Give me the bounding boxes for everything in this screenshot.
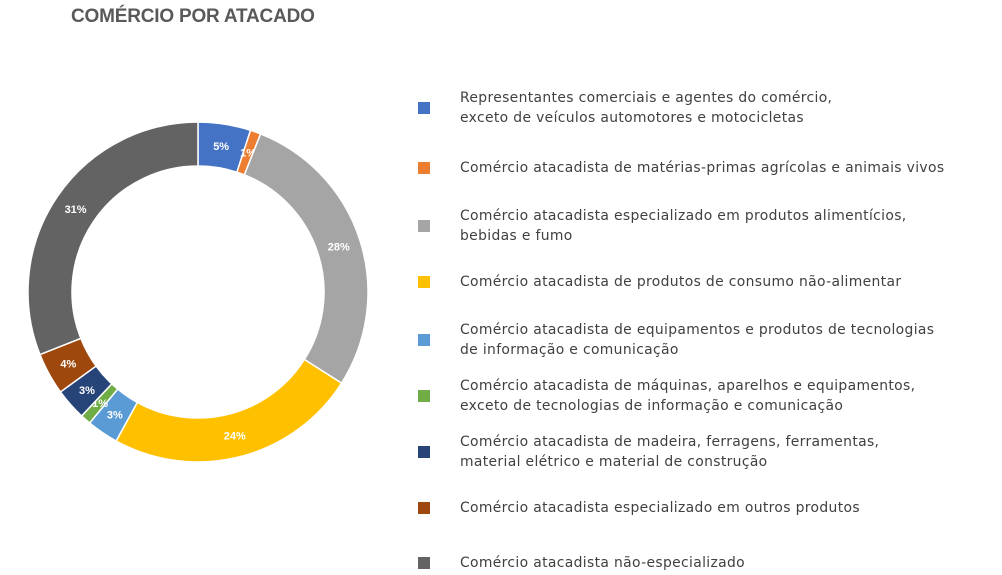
legend-swatch	[418, 390, 430, 402]
legend-label: Comércio atacadista de madeira, ferragen…	[460, 434, 880, 470]
legend-item: Comércio atacadista de produtos de consu…	[418, 272, 901, 292]
slice-data-label: 24%	[224, 430, 246, 442]
slice-data-label: 28%	[328, 241, 350, 253]
slice-data-label: 3%	[79, 385, 95, 397]
legend-swatch	[418, 102, 430, 114]
legend-item: Comércio atacadista especializado em out…	[418, 498, 860, 518]
legend-item: Comércio atacadista não-especializado	[418, 553, 745, 573]
chart-title: COMÉRCIO POR ATACADO	[71, 6, 315, 27]
legend-swatch	[418, 502, 430, 514]
legend-swatch	[418, 162, 430, 174]
legend-swatch	[418, 334, 430, 346]
legend-swatch	[418, 276, 430, 288]
legend-swatch	[418, 446, 430, 458]
legend-label: Comércio atacadista de equipamentos e pr…	[460, 322, 935, 358]
legend-item: Representantes comerciais e agentes do c…	[418, 88, 832, 128]
legend-label: Comércio atacadista especializado em out…	[460, 500, 860, 516]
legend-label: Representantes comerciais e agentes do c…	[460, 90, 833, 126]
slice-data-label: 3%	[107, 409, 123, 421]
slice-data-label: 4%	[60, 358, 76, 370]
legend-label: Comércio atacadista de máquinas, aparelh…	[460, 378, 916, 414]
legend-item: Comércio atacadista de máquinas, aparelh…	[418, 376, 915, 416]
legend-item: Comércio atacadista de equipamentos e pr…	[418, 320, 934, 360]
legend-swatch	[418, 220, 430, 232]
legend-label: Comércio atacadista especializado em pro…	[460, 208, 907, 244]
legend-label: Comércio atacadista não-especializado	[460, 555, 746, 571]
legend-item: Comércio atacadista de matérias-primas a…	[418, 158, 944, 178]
slice-data-label: 31%	[65, 204, 87, 216]
donut-slice	[27, 121, 199, 356]
legend-item: Comércio atacadista especializado em pro…	[418, 206, 907, 246]
legend-item: Comércio atacadista de madeira, ferragen…	[418, 432, 879, 472]
slice-data-label: 5%	[213, 141, 229, 153]
legend-swatch	[418, 557, 430, 569]
legend-label: Comércio atacadista de produtos de consu…	[460, 274, 902, 290]
legend-label: Comércio atacadista de matérias-primas a…	[460, 160, 945, 176]
